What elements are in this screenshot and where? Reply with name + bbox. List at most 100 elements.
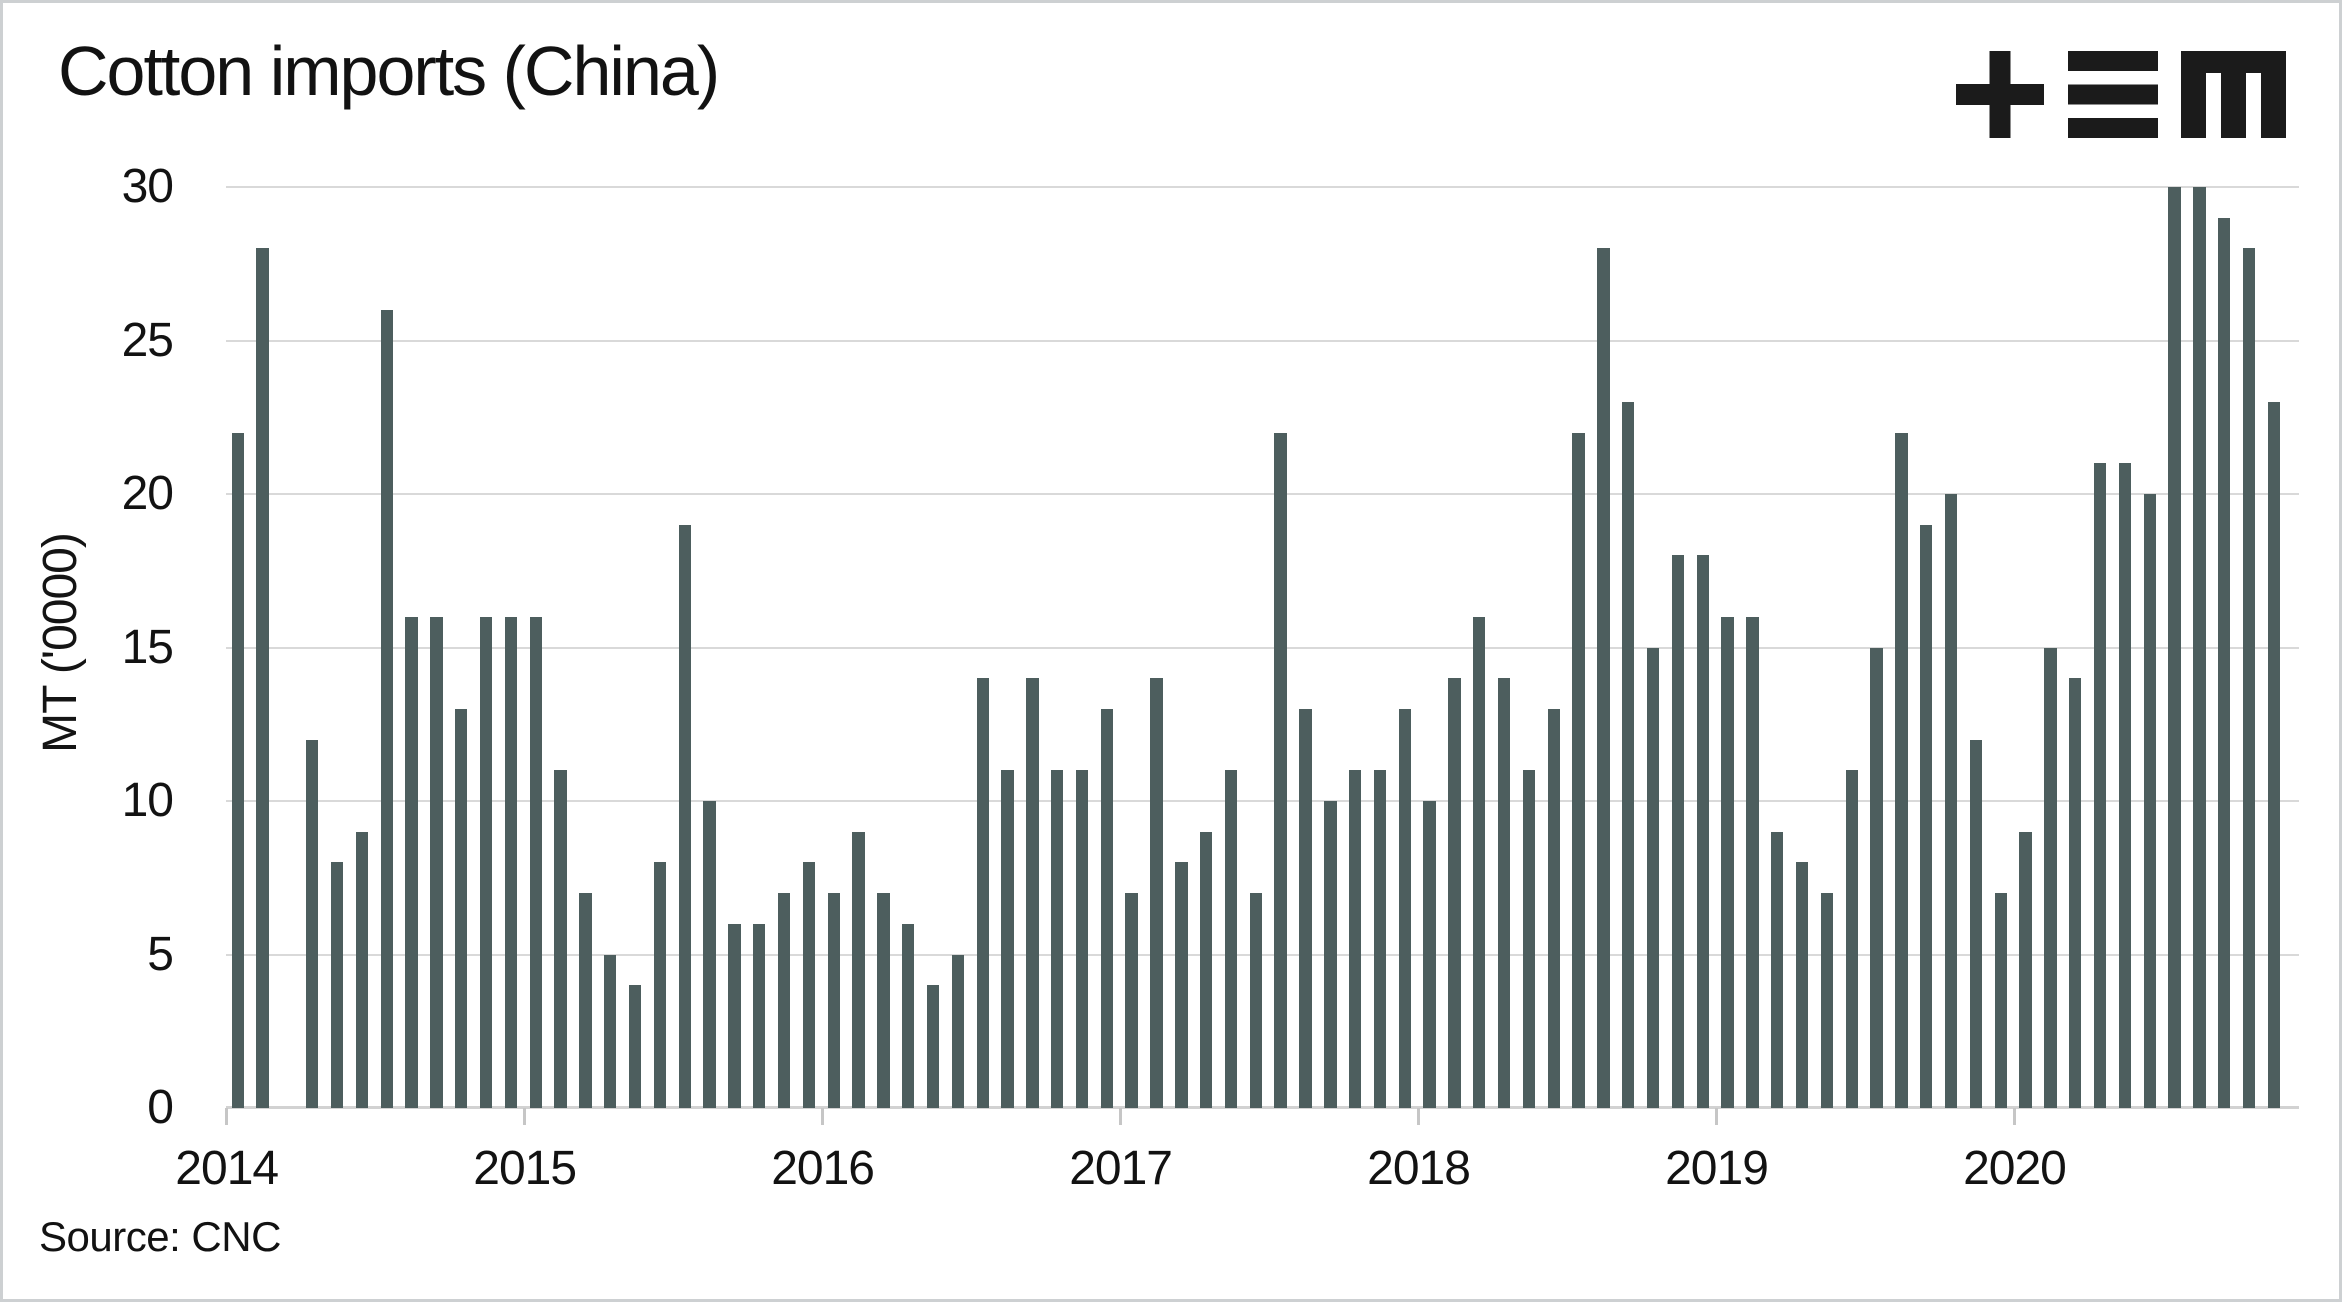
y-tick-label: 0 bbox=[147, 1081, 174, 1134]
gridline bbox=[226, 186, 2299, 188]
bar bbox=[1050, 770, 1064, 1108]
source-note: Source: CNC bbox=[39, 1213, 281, 1260]
x-axis-line bbox=[226, 1106, 2299, 1109]
bar bbox=[2019, 831, 2032, 1108]
bar bbox=[2093, 463, 2107, 1108]
bar bbox=[1373, 770, 1387, 1108]
bar bbox=[1299, 708, 1312, 1108]
triple-bar-icon bbox=[2068, 51, 2158, 138]
bar bbox=[628, 985, 642, 1108]
gridline bbox=[226, 953, 2299, 956]
bar bbox=[1175, 862, 1188, 1108]
bar bbox=[653, 862, 667, 1108]
bar bbox=[951, 954, 965, 1108]
bar bbox=[1522, 770, 1536, 1108]
bar bbox=[1820, 893, 1834, 1108]
x-tick bbox=[2012, 1108, 2016, 1125]
bar bbox=[1324, 801, 1337, 1108]
tem-logo-icon bbox=[1956, 51, 2286, 138]
bar bbox=[1622, 401, 1635, 1108]
bar bbox=[2267, 401, 2281, 1108]
y-tick-label: 20 bbox=[121, 467, 174, 520]
bar bbox=[2242, 248, 2256, 1108]
y-tick-label: 15 bbox=[121, 620, 174, 674]
bar bbox=[902, 923, 915, 1108]
x-tick-label: 2020 bbox=[1963, 1142, 2067, 1195]
x-tick bbox=[1715, 1108, 1718, 1125]
bar bbox=[802, 862, 816, 1108]
bar bbox=[1547, 708, 1560, 1108]
bar bbox=[256, 248, 269, 1108]
x-tick bbox=[821, 1108, 825, 1125]
bar bbox=[1696, 555, 1709, 1108]
bar bbox=[1920, 524, 1933, 1108]
bar bbox=[1199, 831, 1213, 1108]
bar bbox=[2044, 647, 2057, 1108]
bar bbox=[728, 923, 741, 1108]
bar bbox=[1870, 647, 1883, 1108]
bar bbox=[1944, 494, 1958, 1108]
bar bbox=[1001, 770, 1014, 1108]
bar bbox=[1398, 708, 1411, 1108]
bar bbox=[852, 831, 865, 1108]
bar bbox=[976, 678, 989, 1108]
bar bbox=[579, 893, 592, 1108]
x-tick-label: 2017 bbox=[1069, 1142, 1173, 1195]
m-glyph-icon bbox=[2181, 51, 2286, 138]
plus-icon bbox=[1956, 51, 2044, 138]
bar bbox=[2193, 187, 2206, 1108]
bar bbox=[827, 893, 840, 1108]
bar bbox=[479, 616, 493, 1108]
bar bbox=[231, 432, 244, 1108]
y-tick-label: 5 bbox=[147, 927, 174, 981]
bar bbox=[1249, 893, 1263, 1108]
bar bbox=[2168, 187, 2181, 1108]
gridline bbox=[226, 800, 2299, 802]
bar bbox=[753, 923, 766, 1108]
bar bbox=[2069, 678, 2082, 1108]
bar bbox=[1771, 831, 1784, 1108]
x-tick-label: 2014 bbox=[175, 1142, 279, 1195]
bar bbox=[1597, 248, 1610, 1108]
gridline bbox=[226, 646, 2299, 649]
bar bbox=[1423, 801, 1436, 1108]
bar bbox=[1721, 616, 1734, 1108]
y-tick-label: 10 bbox=[121, 774, 174, 827]
x-tick bbox=[1417, 1108, 1421, 1125]
bar bbox=[1646, 647, 1660, 1108]
bar bbox=[554, 770, 567, 1108]
bar bbox=[2143, 494, 2156, 1108]
bar bbox=[877, 893, 890, 1108]
bar bbox=[529, 616, 542, 1108]
bar bbox=[1348, 770, 1362, 1108]
x-tick bbox=[225, 1108, 229, 1125]
bar bbox=[1125, 893, 1138, 1108]
bar bbox=[355, 831, 369, 1108]
bar bbox=[1671, 555, 1685, 1108]
y-tick-label: 30 bbox=[121, 160, 174, 213]
bar bbox=[1100, 708, 1114, 1108]
bar bbox=[1448, 678, 1461, 1108]
bar bbox=[1497, 678, 1511, 1108]
bar bbox=[1075, 770, 1089, 1108]
y-tick-label: 25 bbox=[121, 313, 174, 367]
gridline bbox=[226, 493, 2299, 495]
plot-area bbox=[226, 186, 2299, 1109]
bar bbox=[777, 893, 791, 1108]
bar bbox=[1224, 770, 1238, 1108]
bar bbox=[405, 616, 418, 1108]
x-tick-label: 2015 bbox=[473, 1142, 577, 1195]
x-tick bbox=[523, 1108, 527, 1125]
bar bbox=[1994, 893, 2007, 1108]
bar bbox=[1746, 616, 1759, 1108]
bar bbox=[1969, 739, 1983, 1108]
bar bbox=[1845, 770, 1858, 1108]
x-tick bbox=[1119, 1108, 1123, 1125]
chart-title: Cotton imports (China) bbox=[58, 32, 720, 110]
bar bbox=[504, 616, 518, 1108]
bar bbox=[330, 862, 344, 1108]
bar bbox=[1572, 432, 1585, 1108]
bar bbox=[1274, 432, 1287, 1108]
bar bbox=[1473, 616, 1486, 1108]
